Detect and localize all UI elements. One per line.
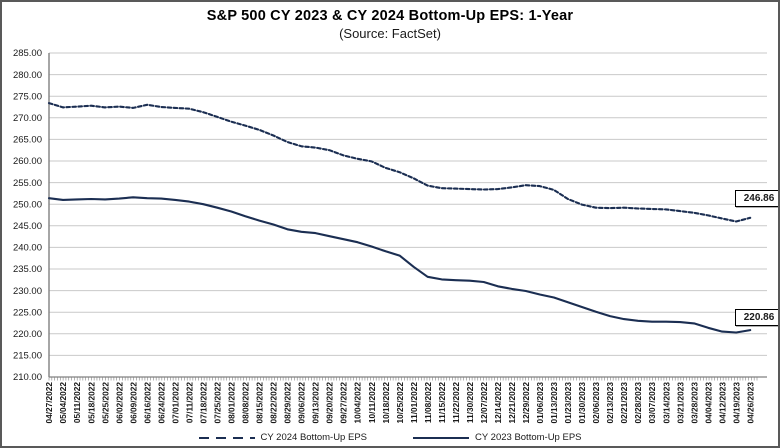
svg-text:02/21/2023: 02/21/2023 (619, 382, 629, 424)
svg-text:09/13/2022: 09/13/2022 (311, 382, 321, 424)
svg-text:07/01/2022: 07/01/2022 (170, 382, 180, 424)
svg-text:250.00: 250.00 (13, 199, 42, 210)
svg-text:01/13/2023: 01/13/2023 (549, 382, 559, 424)
end-value-label-cy2024: 246.86 (735, 190, 778, 207)
svg-text:05/04/2022: 05/04/2022 (58, 382, 68, 424)
svg-text:255.00: 255.00 (13, 178, 42, 189)
svg-text:07/11/2022: 07/11/2022 (184, 382, 194, 423)
svg-text:01/23/2023: 01/23/2023 (563, 382, 573, 424)
svg-text:03/14/2023: 03/14/2023 (661, 382, 671, 424)
svg-text:04/26/2023: 04/26/2023 (745, 382, 755, 424)
svg-text:245.00: 245.00 (13, 221, 42, 232)
svg-text:12/14/2022: 12/14/2022 (493, 382, 503, 424)
svg-text:08/15/2022: 08/15/2022 (255, 382, 265, 424)
dashed-line-sample-icon (198, 436, 255, 439)
svg-text:06/02/2022: 06/02/2022 (114, 382, 124, 424)
svg-text:09/06/2022: 09/06/2022 (297, 382, 307, 424)
svg-text:02/28/2023: 02/28/2023 (633, 382, 643, 424)
svg-text:10/11/2022: 10/11/2022 (367, 382, 377, 423)
svg-text:270.00: 270.00 (13, 113, 42, 124)
svg-text:04/19/2023: 04/19/2023 (731, 382, 741, 424)
legend-item-cy2023: CY 2023 Bottom-Up EPS (413, 432, 582, 443)
svg-text:285.00: 285.00 (13, 48, 42, 59)
svg-text:265.00: 265.00 (13, 135, 42, 146)
svg-text:05/11/2022: 05/11/2022 (72, 382, 82, 423)
svg-text:06/16/2022: 06/16/2022 (142, 382, 152, 424)
legend-label-cy2024: CY 2024 Bottom-Up EPS (260, 432, 368, 443)
svg-text:280.00: 280.00 (13, 70, 42, 81)
svg-text:09/27/2022: 09/27/2022 (339, 382, 349, 424)
svg-text:11/01/2022: 11/01/2022 (409, 382, 419, 423)
svg-text:11/30/2022: 11/30/2022 (465, 382, 475, 423)
svg-text:230.00: 230.00 (13, 286, 42, 297)
svg-text:03/07/2023: 03/07/2023 (647, 382, 657, 424)
svg-text:09/20/2022: 09/20/2022 (325, 382, 335, 424)
svg-text:10/25/2022: 10/25/2022 (395, 382, 405, 424)
end-value-label-cy2023: 220.86 (735, 309, 778, 326)
svg-text:06/24/2022: 06/24/2022 (156, 382, 166, 424)
svg-text:02/13/2023: 02/13/2023 (605, 382, 615, 424)
svg-text:210.00: 210.00 (13, 372, 42, 383)
svg-text:11/08/2022: 11/08/2022 (423, 382, 433, 423)
svg-text:06/09/2022: 06/09/2022 (128, 382, 138, 424)
svg-text:08/29/2022: 08/29/2022 (283, 382, 293, 424)
svg-text:11/22/2022: 11/22/2022 (451, 382, 461, 423)
svg-text:260.00: 260.00 (13, 156, 42, 167)
svg-text:07/25/2022: 07/25/2022 (213, 382, 223, 424)
solid-line-sample-icon (413, 436, 469, 439)
svg-text:12/21/2022: 12/21/2022 (507, 382, 517, 424)
svg-text:02/06/2023: 02/06/2023 (591, 382, 601, 424)
svg-text:08/01/2022: 08/01/2022 (227, 382, 237, 424)
chart-legend: CY 2024 Bottom-Up EPS CY 2023 Bottom-Up … (2, 432, 778, 443)
svg-text:12/07/2022: 12/07/2022 (479, 382, 489, 424)
svg-text:10/18/2022: 10/18/2022 (381, 382, 391, 424)
chart-subtitle: (Source: FactSet) (339, 26, 441, 41)
legend-item-cy2024: CY 2024 Bottom-Up EPS (198, 432, 368, 443)
svg-text:03/28/2023: 03/28/2023 (689, 382, 699, 424)
chart-title: S&P 500 CY 2023 & CY 2024 Bottom-Up EPS:… (206, 8, 574, 24)
svg-text:225.00: 225.00 (13, 307, 42, 318)
svg-text:04/12/2023: 04/12/2023 (717, 382, 727, 424)
svg-text:01/06/2023: 01/06/2023 (535, 382, 545, 424)
svg-text:04/04/2023: 04/04/2023 (703, 382, 713, 424)
svg-text:240.00: 240.00 (13, 243, 42, 254)
svg-text:05/25/2022: 05/25/2022 (100, 382, 110, 424)
svg-text:04/27/2022: 04/27/2022 (44, 382, 54, 424)
svg-text:275.00: 275.00 (13, 91, 42, 102)
legend-label-cy2023: CY 2023 Bottom-Up EPS (475, 432, 582, 443)
svg-text:220.00: 220.00 (13, 329, 42, 340)
svg-text:07/18/2022: 07/18/2022 (199, 382, 209, 424)
svg-text:08/08/2022: 08/08/2022 (241, 382, 251, 424)
svg-text:03/21/2023: 03/21/2023 (675, 382, 685, 424)
svg-text:05/18/2022: 05/18/2022 (86, 382, 96, 424)
svg-text:11/15/2022: 11/15/2022 (437, 382, 447, 423)
svg-text:235.00: 235.00 (13, 264, 42, 275)
svg-text:215.00: 215.00 (13, 351, 42, 362)
svg-text:12/29/2022: 12/29/2022 (521, 382, 531, 424)
svg-text:01/30/2023: 01/30/2023 (577, 382, 587, 424)
svg-text:08/22/2022: 08/22/2022 (269, 382, 279, 424)
svg-text:10/04/2022: 10/04/2022 (353, 382, 363, 424)
